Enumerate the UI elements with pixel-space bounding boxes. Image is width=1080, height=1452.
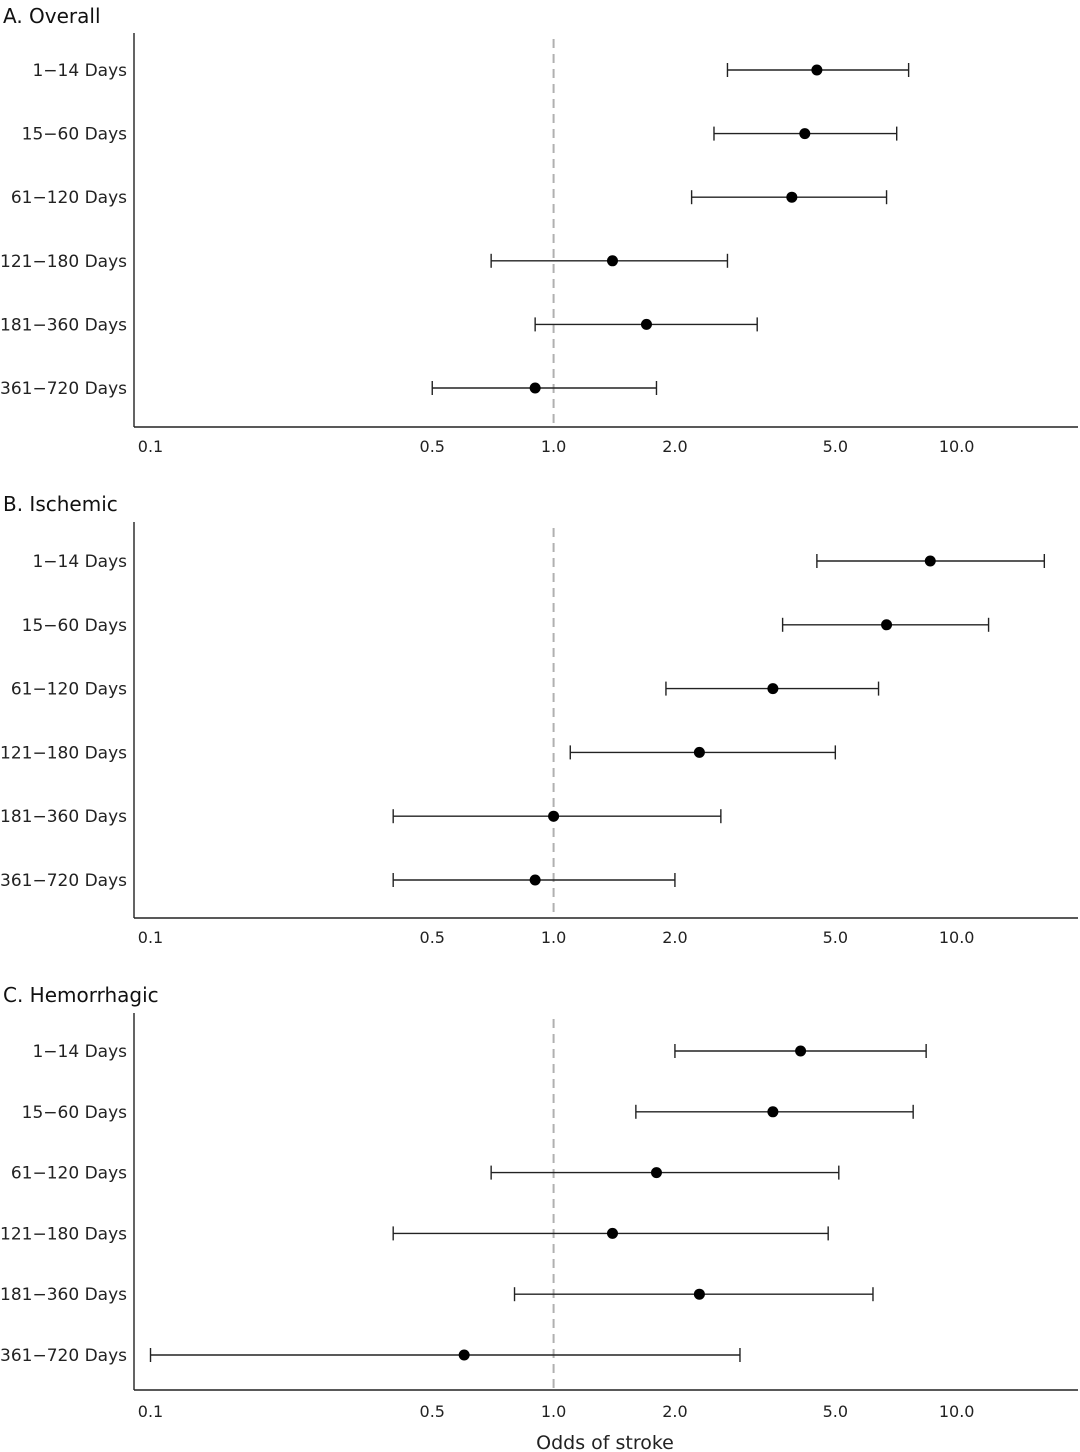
- panel-c-row: 15−60 Days: [22, 1103, 914, 1123]
- panel-c-x-tick-label: 0.1: [138, 1402, 163, 1421]
- panel-a-row-label: 121−180 Days: [0, 252, 127, 272]
- panel-b-x-tick-label: 1.0: [541, 928, 566, 947]
- panel-a-x-tick-label: 2.0: [662, 437, 687, 456]
- panel-b-row: 15−60 Days: [22, 616, 990, 636]
- panel-a-title: A. Overall: [3, 4, 101, 28]
- panel-a-row-label: 181−360 Days: [0, 315, 127, 335]
- panel-a-row-label: 15−60 Days: [22, 125, 127, 145]
- panel-a-point-estimate: [640, 318, 652, 330]
- panel-c-x-tick-label: 5.0: [823, 1402, 848, 1421]
- panel-c-row: 1−14 Days: [32, 1042, 927, 1062]
- panel-a-row-label: 1−14 Days: [32, 61, 127, 81]
- panel-b-row: 121−180 Days: [0, 743, 837, 763]
- panel-a-point-estimate: [786, 191, 798, 203]
- panel-c-x-tick-label: 1.0: [541, 1402, 566, 1421]
- panel-b-row-label: 1−14 Days: [32, 552, 127, 572]
- panel-c-row-label: 361−720 Days: [0, 1346, 127, 1366]
- panel-b-x-tick-label: 0.5: [420, 928, 445, 947]
- panel-a-x-tick-label: 0.1: [138, 437, 163, 456]
- panel-c-point-estimate: [693, 1288, 705, 1300]
- panel-b-x-tick-label: 10.0: [939, 928, 975, 947]
- panel-a: A. Overall 0.1 0.5 1.0 2.0 5.0 10.0 1−14 Days 15…: [0, 4, 1078, 456]
- panel-b-point-estimate: [924, 555, 936, 567]
- panel-a-point-estimate: [799, 128, 811, 140]
- panel-b: B. Ischemic 0.1 0.5 1.0 2.0 5.0 10.0 1−14 Days 1…: [0, 492, 1078, 947]
- panel-b-x-tick-label: 0.1: [138, 928, 163, 947]
- panel-b-row: 1−14 Days: [32, 552, 1046, 572]
- panel-a-x-tick-label: 0.5: [420, 437, 445, 456]
- panel-b-point-estimate: [881, 619, 893, 631]
- panel-c-row: 121−180 Days: [0, 1224, 829, 1244]
- panel-a-point-estimate: [606, 255, 618, 267]
- panel-b-row: 61−120 Days: [11, 680, 880, 700]
- panel-a-x-tick-label: 1.0: [541, 437, 566, 456]
- panel-c-row: 61−120 Days: [11, 1164, 840, 1184]
- panel-a-point-estimate: [529, 382, 541, 394]
- panel-c-point-estimate: [795, 1045, 807, 1057]
- panel-c-row: 361−720 Days: [0, 1346, 741, 1366]
- panel-b-row: 361−720 Days: [0, 871, 676, 891]
- panel-a-row: 1−14 Days: [32, 61, 910, 81]
- panel-b-title: B. Ischemic: [3, 492, 118, 516]
- panel-b-x-tick-label: 2.0: [662, 928, 687, 947]
- panel-a-x-tick-label: 5.0: [823, 437, 848, 456]
- panel-a-row-label: 361−720 Days: [0, 379, 127, 399]
- panel-c-row-label: 181−360 Days: [0, 1285, 127, 1305]
- panel-c-point-estimate: [606, 1227, 618, 1239]
- panel-a-row: 15−60 Days: [22, 125, 898, 145]
- panel-c-row-label: 61−120 Days: [11, 1164, 127, 1184]
- panel-a-row: 121−180 Days: [0, 252, 729, 272]
- panel-b-point-estimate: [693, 746, 705, 758]
- panel-b-row-label: 61−120 Days: [11, 680, 127, 700]
- x-axis-title: Odds of stroke: [536, 1432, 674, 1452]
- panel-c-x-tick-label: 10.0: [939, 1402, 975, 1421]
- panel-c-row: 181−360 Days: [0, 1285, 874, 1305]
- panel-a-x-tick-label: 10.0: [939, 437, 975, 456]
- panel-c-row-label: 15−60 Days: [22, 1103, 127, 1123]
- panel-c-title: C. Hemorrhagic: [3, 983, 159, 1007]
- panel-c-x-tick-label: 0.5: [420, 1402, 445, 1421]
- panel-a-row: 181−360 Days: [0, 315, 758, 335]
- panel-c-row-label: 121−180 Days: [0, 1224, 127, 1244]
- panel-b-point-estimate: [548, 810, 560, 822]
- panel-b-row-label: 15−60 Days: [22, 616, 127, 636]
- panel-b-row-label: 181−360 Days: [0, 807, 127, 827]
- panel-b-row-label: 361−720 Days: [0, 871, 127, 891]
- panel-c-point-estimate: [458, 1349, 470, 1361]
- panel-c-row-label: 1−14 Days: [32, 1042, 127, 1062]
- panel-a-row: 61−120 Days: [11, 188, 888, 208]
- panel-b-point-estimate: [529, 874, 541, 886]
- panel-a-row-label: 61−120 Days: [11, 188, 127, 208]
- panel-b-x-tick-label: 5.0: [823, 928, 848, 947]
- panel-c-point-estimate: [767, 1106, 779, 1118]
- panel-a-row: 361−720 Days: [0, 379, 658, 399]
- panel-a-point-estimate: [811, 64, 823, 76]
- panel-c: C. Hemorrhagic 0.1 0.5 1.0 2.0 5.0 10.0 1−14 Da…: [0, 983, 1078, 1452]
- panel-c-x-tick-label: 2.0: [662, 1402, 687, 1421]
- panel-b-row-label: 121−180 Days: [0, 743, 127, 763]
- panel-c-point-estimate: [650, 1167, 662, 1179]
- panel-b-row: 181−360 Days: [0, 807, 722, 827]
- panel-b-point-estimate: [767, 683, 779, 695]
